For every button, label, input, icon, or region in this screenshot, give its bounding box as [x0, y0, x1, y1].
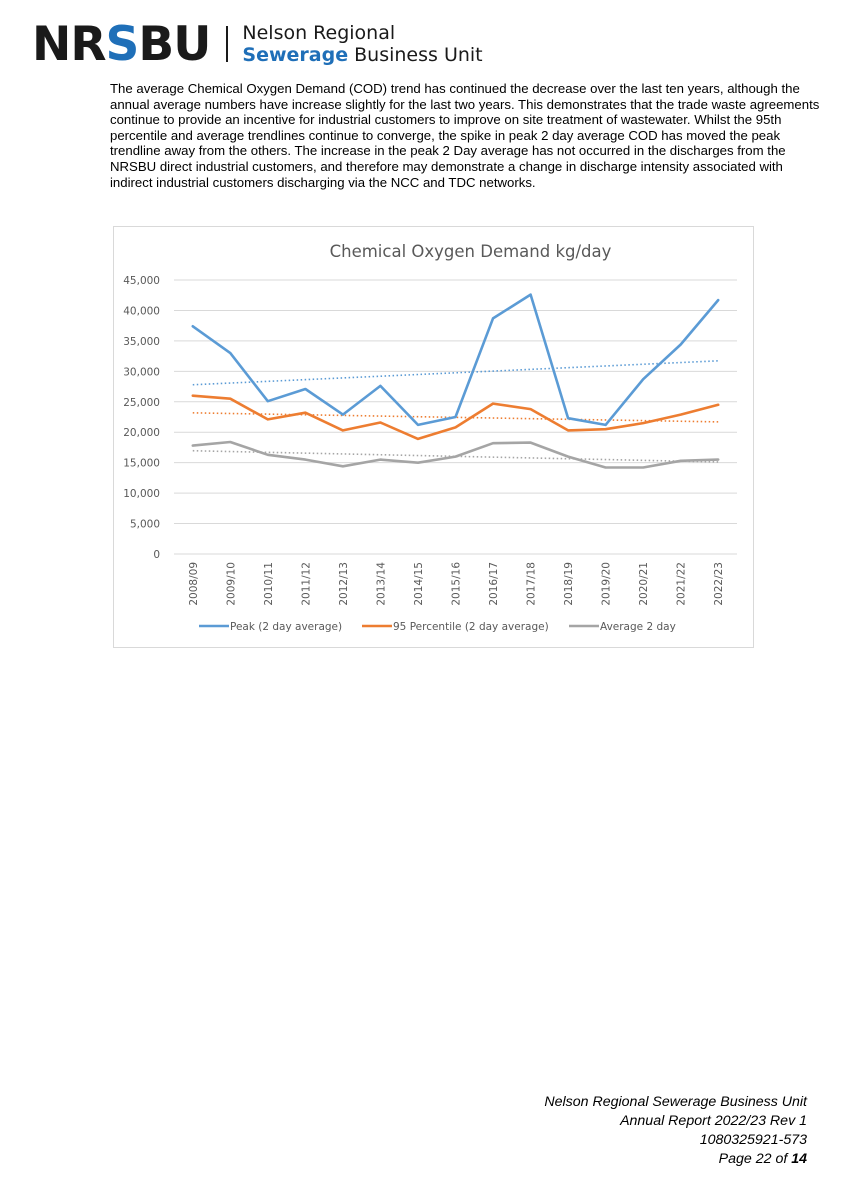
page-footer: Nelson Regional Sewerage Business Unit A… — [544, 1093, 807, 1169]
x-tick-label: 2017/18 — [526, 562, 538, 606]
x-tick-label: 2018/19 — [563, 562, 575, 606]
x-tick-label: 2008/09 — [188, 562, 200, 606]
y-tick-label: 10,000 — [123, 488, 160, 500]
trendline — [192, 360, 719, 386]
x-tick-label: 2021/22 — [676, 562, 688, 606]
footer-doc-id: 1080325921-573 — [699, 1132, 807, 1148]
cod-chart: Chemical Oxygen Demand kg/day 0 5,000 10,00… — [113, 226, 754, 648]
body-paragraph: The average Chemical Oxygen Demand (COD)… — [110, 81, 820, 190]
x-tick-label: 2012/13 — [338, 562, 350, 606]
logo-mark: NRSBU — [32, 16, 211, 72]
footer-report: Annual Report 2022/23 Rev 1 — [620, 1113, 807, 1129]
y-tick-label: 0 — [153, 549, 160, 561]
nrsbu-logo: NRSBU Nelson Regional Sewerage Business … — [32, 18, 483, 70]
legend-label: Average 2 day — [600, 621, 676, 633]
footer-page-number: Page 22 of 14 — [718, 1151, 807, 1167]
logo-org-name: Nelson Regional Sewerage Business Unit — [242, 22, 482, 66]
y-tick-label: 5,000 — [130, 519, 160, 531]
x-tick-label: 2011/12 — [300, 562, 312, 606]
org-name-line1: Nelson Regional — [242, 22, 396, 44]
x-tick-label: 2014/15 — [413, 562, 425, 606]
chart-title: Chemical Oxygen Demand kg/day — [330, 242, 612, 261]
logo-divider — [226, 26, 229, 62]
footer-org: Nelson Regional Sewerage Business Unit — [544, 1094, 807, 1110]
y-tick-label: 25,000 — [123, 397, 160, 409]
x-tick-label: 2016/17 — [488, 562, 500, 606]
series-line — [191, 293, 720, 427]
y-tick-label: 40,000 — [123, 305, 160, 317]
y-tick-label: 30,000 — [123, 366, 160, 378]
y-tick-label: 15,000 — [123, 458, 160, 470]
legend-label: Peak (2 day average) — [230, 621, 342, 633]
series-line — [191, 394, 720, 441]
org-name-line2: Sewerage Business Unit — [242, 44, 483, 66]
x-tick-label: 2013/14 — [375, 562, 387, 606]
y-tick-label: 45,000 — [123, 275, 160, 287]
x-tick-label: 2022/23 — [713, 562, 725, 606]
x-tick-label: 2009/10 — [225, 562, 237, 606]
series-line — [191, 440, 720, 469]
x-tick-label: 2015/16 — [451, 562, 463, 606]
x-tick-label: 2019/20 — [601, 562, 613, 606]
x-tick-label: 2010/11 — [263, 562, 275, 606]
legend-label: 95 Percentile (2 day average) — [393, 621, 549, 633]
cod-chart-svg: Chemical Oxygen Demand kg/day 0 5,000 10,00… — [123, 242, 737, 633]
y-tick-label: 35,000 — [123, 336, 160, 348]
y-tick-label: 20,000 — [123, 427, 160, 439]
x-tick-label: 2020/21 — [638, 562, 650, 606]
